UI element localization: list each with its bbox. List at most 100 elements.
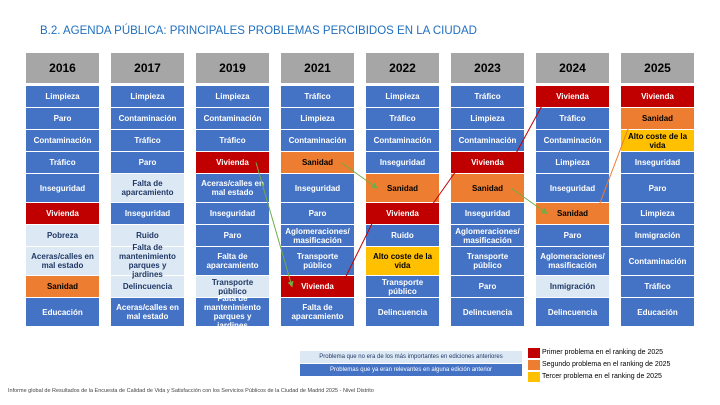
problem-cell: Contaminación [366,130,439,151]
problem-cell: Tráfico [366,108,439,129]
year-header: 2021 [281,53,354,83]
problem-cell: Aglomeraciones/ masificación [451,225,524,246]
year-column-2023: 2023 Tráfico Limpieza Contaminación Vivienda… [451,53,524,327]
problem-cell: Paro [621,174,694,202]
problem-cell: Pobreza [26,225,99,246]
problem-cell: Transporte público [281,247,354,275]
problem-cell: Paro [536,225,609,246]
problem-cell: Ruido [111,225,184,246]
problem-cell: Limpieza [111,86,184,107]
problem-cell: Tráfico [111,130,184,151]
problem-cell: Sanidad [536,203,609,224]
problem-cell: Aglomeraciones/ masificación [536,247,609,275]
year-header: 2019 [196,53,269,83]
legend-yellow-swatch [528,371,540,382]
problem-cell: Limpieza [451,108,524,129]
problem-cell: Delincuencia [536,298,609,326]
problem-cell: Contaminación [281,130,354,151]
problem-cell: Inseguridad [26,174,99,202]
problem-cell: Inseguridad [111,203,184,224]
problem-cell: Paro [281,203,354,224]
legend-yellow-label: Tercer problema en el ranking de 2025 [542,373,662,380]
problem-cell: Sanidad [451,174,524,202]
problem-cell: Sanidad [366,174,439,202]
problem-cell: Paro [111,152,184,173]
problem-cell: Contaminación [196,108,269,129]
problem-cell: Sanidad [281,152,354,173]
problem-cell: Tráfico [451,86,524,107]
problem-cell: Inseguridad [621,152,694,173]
legend-second-problem: Segundo problema en el ranking de 2025 [528,359,670,370]
problem-cell: Contaminación [26,130,99,151]
problem-cell: Falta de aparcamiento [281,298,354,326]
year-column-2025: 2025 Vivienda Sanidad Alto coste de la vida… [621,53,694,327]
problem-cell: Vivienda [536,86,609,107]
legend-first-problem: Primer problema en el ranking de 2025 [528,347,663,358]
problem-cell: Falta de mantenimiento parques y jardine… [196,294,269,330]
legend-third-problem: Tercer problema en el ranking de 2025 [528,371,662,382]
problem-cell: Sanidad [621,108,694,129]
problem-cell: Falta de aparcamiento [111,174,184,202]
problem-cell: Vivienda [621,86,694,107]
problem-cell: Contaminación [451,130,524,151]
problem-cell: Inmigración [621,225,694,246]
problem-cell: Vivienda [451,152,524,173]
legend-existing-problem: Problemas que ya eran relevantes en algu… [300,364,522,376]
problem-cell: Vivienda [366,203,439,224]
year-header: 2022 [366,53,439,83]
problem-cell: Transporte público [366,276,439,297]
problem-cell: Contaminación [536,130,609,151]
problem-cell: Inseguridad [196,203,269,224]
problem-cell: Alto coste de la vida [366,247,439,275]
year-column-2017: 2017 Limpieza Contaminación Tráfico Paro Falt… [111,53,184,327]
year-header: 2016 [26,53,99,83]
legend-orange-label: Segundo problema en el ranking de 2025 [542,361,671,368]
problem-cell: Tráfico [536,108,609,129]
problem-cell: Delincuencia [451,298,524,326]
year-column-2019: 2019 Limpieza Contaminación Tráfico Vivienda… [196,53,269,330]
problem-cell: Inseguridad [451,203,524,224]
problem-cell: Falta de aparcamiento [196,247,269,275]
problem-cell: Inmigración [536,276,609,297]
problem-cell: Tráfico [281,86,354,107]
year-column-2016: 2016 Limpieza Paro Contaminación Tráfico Inse… [26,53,99,327]
problem-cell: Contaminación [111,108,184,129]
year-header: 2024 [536,53,609,83]
legend-new-problem: Problema que no era de los más important… [300,351,522,363]
problem-cell: Aceras/calles en mal estado [26,247,99,275]
problem-cell: Limpieza [281,108,354,129]
problem-cell: Vivienda [26,203,99,224]
legend-red-swatch [528,347,540,358]
problem-cell: Falta de mantenimiento parques y jardine… [111,243,184,279]
legend-red-label: Primer problema en el ranking de 2025 [542,349,664,356]
problem-cell: Vivienda [196,152,269,173]
problem-cell: Aceras/calles en mal estado [196,174,269,202]
legend-orange-swatch [528,359,540,370]
problem-cell: Paro [26,108,99,129]
year-column-2021: 2021 Tráfico Limpieza Contaminación Sanidad I… [281,53,354,327]
problem-cell: Inseguridad [366,152,439,173]
problem-cell: Delincuencia [366,298,439,326]
problem-cell: Limpieza [366,86,439,107]
problem-cell: Paro [451,276,524,297]
page-title: B.2. AGENDA PÚBLICA: PRINCIPALES PROBLEM… [40,25,477,37]
problem-cell: Aglomeraciones/ masificación [281,225,354,246]
year-header: 2017 [111,53,184,83]
year-column-2022: 2022 Limpieza Tráfico Contaminación Inseguri… [366,53,439,327]
problem-cell: Transporte público [196,276,269,297]
problem-cell: Delincuencia [111,276,184,297]
problem-cell: Tráfico [621,276,694,297]
year-column-2024: 2024 Vivienda Tráfico Contaminación Limpieza… [536,53,609,327]
problem-cell: Paro [196,225,269,246]
problem-cell: Educación [621,298,694,326]
problem-cell: Inseguridad [281,174,354,202]
problem-cell: Limpieza [26,86,99,107]
problem-cell: Aceras/calles en mal estado [111,298,184,326]
footer-source: Informe global de Resultados de la Encue… [8,388,374,394]
problem-cell: Tráfico [26,152,99,173]
problem-cell: Tráfico [196,130,269,151]
problem-cell: Educación [26,298,99,326]
problem-cell: Ruido [366,225,439,246]
problem-cell: Contaminación [621,247,694,275]
